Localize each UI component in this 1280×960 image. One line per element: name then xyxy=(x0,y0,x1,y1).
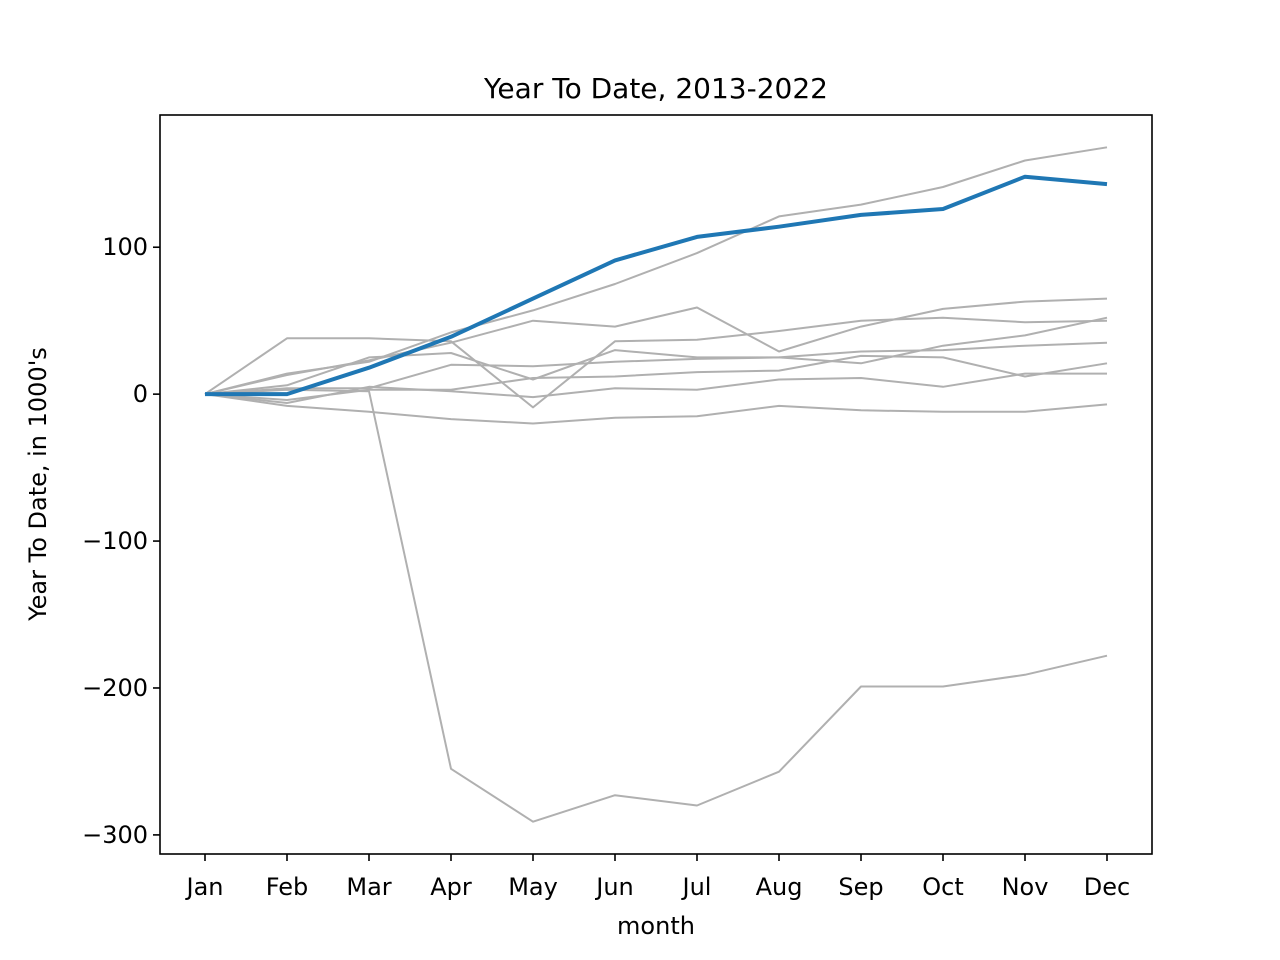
x-tick-label: Feb xyxy=(266,873,309,901)
series-line-5 xyxy=(204,341,1108,396)
x-axis-title: month xyxy=(617,912,695,940)
series-line-2 xyxy=(204,146,1108,396)
y-tick-label: −300 xyxy=(82,821,148,849)
series-line-9 xyxy=(204,388,1108,823)
x-tick-label: Jun xyxy=(594,873,634,901)
plot-frame xyxy=(159,114,1153,855)
series-line-4 xyxy=(204,316,1108,396)
x-tick-label: Nov xyxy=(1002,873,1049,901)
series-line-3 xyxy=(204,316,1108,409)
y-tick-label: −200 xyxy=(82,674,148,702)
x-tick-label: Oct xyxy=(922,873,964,901)
x-tick-label: Mar xyxy=(346,873,391,901)
series-line-highlight xyxy=(205,174,1108,397)
x-tick-label: Aug xyxy=(756,873,803,901)
x-axis: Jan Feb Mar Apr May Jun Jul Aug Sep Oct Nov Dec xyxy=(185,854,1130,901)
x-tick-label: Jan xyxy=(185,873,224,901)
x-tick-label: Sep xyxy=(838,873,883,901)
x-tick-label: Jul xyxy=(681,873,712,901)
y-axis: −300 −200 −100 0 100 xyxy=(82,233,160,849)
y-axis-title: Year To Date, in 1000's xyxy=(24,347,52,622)
x-tick-label: Apr xyxy=(430,873,472,901)
y-tick-label: 0 xyxy=(133,380,148,408)
series-layer xyxy=(204,146,1108,823)
y-tick-label: 100 xyxy=(102,233,148,261)
chart-title: Year To Date, 2013-2022 xyxy=(483,72,828,105)
x-tick-label: May xyxy=(508,873,558,901)
series-line-8 xyxy=(204,393,1108,425)
series-line-7 xyxy=(204,372,1107,404)
x-tick-label: Dec xyxy=(1084,873,1130,901)
y-tick-label: −100 xyxy=(82,527,148,555)
